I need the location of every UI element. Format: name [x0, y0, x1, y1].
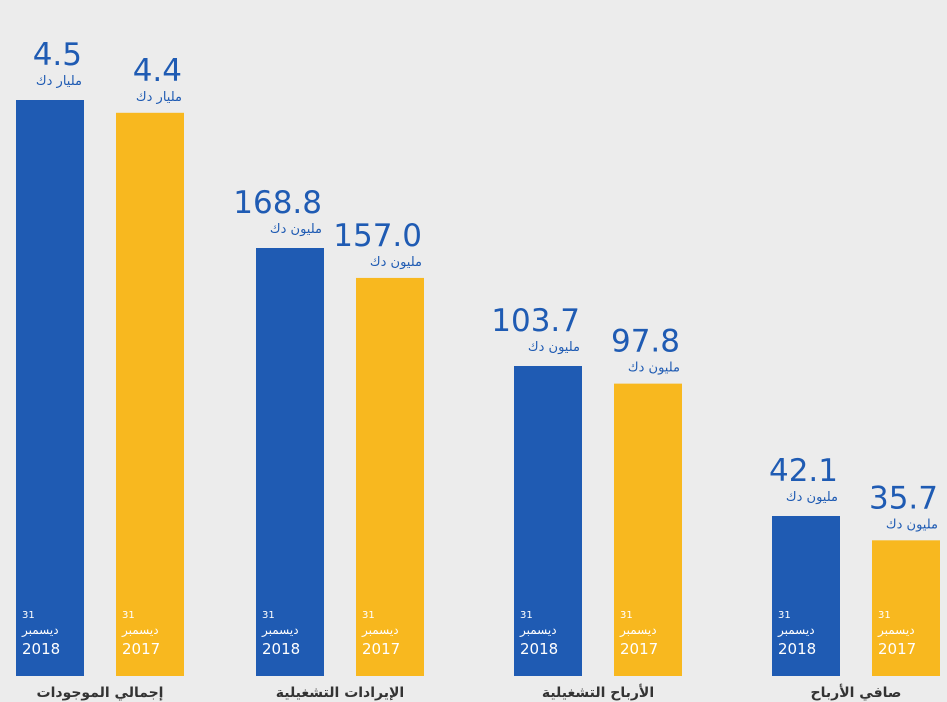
date-month: ديسمبر	[21, 623, 59, 638]
date-year: 2017	[122, 640, 160, 658]
unit-label: مليون دك	[528, 340, 580, 355]
date-year: 2018	[778, 640, 816, 658]
unit-label: مليون دك	[370, 255, 422, 270]
value-label: 4.5	[33, 37, 82, 73]
date-month: ديسمبر	[121, 623, 159, 638]
category-label: إجمالي الموجودات	[37, 685, 164, 701]
value-label: 103.7	[491, 303, 580, 339]
bar-2018-group-1	[16, 100, 84, 676]
value-label: 42.1	[769, 453, 838, 489]
date-day: 31	[778, 610, 791, 621]
bar-2018-group-3	[514, 366, 582, 676]
bar-2017-group-2	[356, 277, 424, 676]
date-day: 31	[22, 610, 35, 621]
date-year: 2018	[520, 640, 558, 658]
value-label: 35.7	[869, 480, 938, 516]
category-label: الأرباح التشغيلية	[542, 684, 654, 701]
bar-2017-group-3	[614, 383, 682, 676]
date-day: 31	[122, 610, 135, 621]
unit-label: مليون دك	[628, 361, 680, 376]
date-month: ديسمبر	[261, 623, 299, 638]
value-label: 4.4	[133, 53, 182, 89]
date-year: 2017	[620, 640, 658, 658]
date-month: ديسمبر	[777, 623, 815, 638]
date-year: 2018	[22, 640, 60, 658]
date-month: ديسمبر	[619, 623, 657, 638]
bar-2017-group-1	[116, 112, 184, 677]
unit-label: مليار دك	[136, 90, 182, 105]
date-year: 2017	[878, 640, 916, 658]
unit-label: مليون دك	[886, 517, 938, 532]
value-label: 168.8	[233, 185, 322, 221]
date-month: ديسمبر	[519, 623, 557, 638]
date-year: 2017	[362, 640, 400, 658]
bar-2017-group-4	[872, 540, 940, 676]
date-day: 31	[520, 610, 533, 621]
date-month: ديسمبر	[361, 623, 399, 638]
date-day: 31	[362, 610, 375, 621]
unit-label: مليون دك	[270, 222, 322, 237]
category-label: صافي الأرباح	[811, 684, 902, 701]
date-year: 2018	[262, 640, 300, 658]
unit-label: مليار دك	[36, 74, 82, 89]
date-day: 31	[262, 610, 275, 621]
category-label: الإيرادات التشغيلية	[276, 685, 404, 701]
bar-2018-group-4	[772, 516, 840, 676]
unit-label: مليون دك	[786, 490, 838, 505]
value-label: 97.8	[611, 324, 680, 360]
value-label: 157.0	[333, 218, 422, 254]
date-day: 31	[620, 610, 633, 621]
date-day: 31	[878, 610, 891, 621]
date-month: ديسمبر	[877, 623, 915, 638]
bar-2018-group-2	[256, 248, 324, 676]
